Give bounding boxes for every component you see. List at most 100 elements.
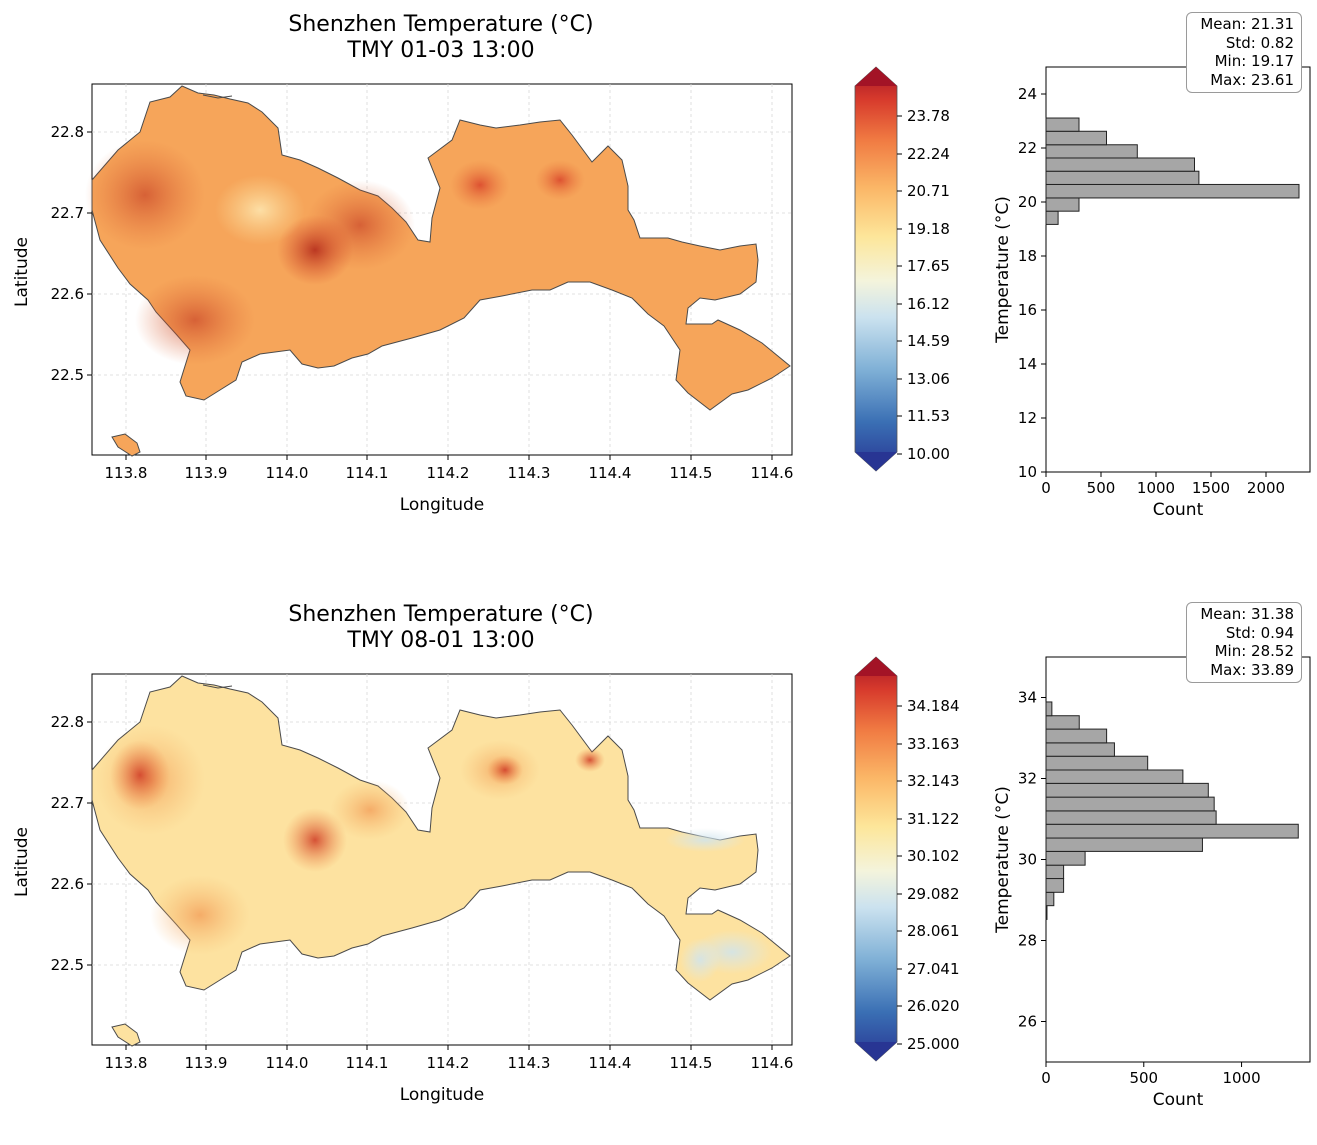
subtitle-line: TMY 08-01 13:00 <box>347 628 535 653</box>
panel-aug: Shenzhen Temperature (°C) TMY 08-01 13:0… <box>0 590 1317 1145</box>
y-tick-label: 22.6 <box>51 875 84 893</box>
histogram-y-tick-label: 18 <box>1018 247 1037 265</box>
title-line: Shenzhen Temperature (°C) <box>288 12 594 37</box>
stat-std: Std: 0.82 <box>1225 33 1294 52</box>
histogram-axes <box>1045 66 1311 473</box>
colorbar-tick-label: 22.24 <box>907 145 950 163</box>
x-tick-label: 114.0 <box>266 1054 309 1072</box>
x-tick-label: 114.1 <box>346 1054 389 1072</box>
colorbar-tick-label: 14.59 <box>907 332 950 350</box>
map-ylabel: Latitude <box>12 827 32 897</box>
histogram-x-tick-label: 1000 <box>1222 1069 1260 1087</box>
colorbar-tick-label: 23.78 <box>907 107 950 125</box>
colorbar-tick-label: 13.06 <box>907 370 950 388</box>
histogram-bar <box>1045 210 1059 225</box>
x-tick-label: 114.6 <box>751 1054 794 1072</box>
histogram-bar <box>1045 850 1086 866</box>
colorbar-tick-label: 29.082 <box>907 885 960 903</box>
x-tick-label: 114.5 <box>670 464 713 482</box>
histogram-y-tick-label: 24 <box>1018 85 1037 103</box>
x-tick-label: 113.8 <box>105 1054 148 1072</box>
colorbar-tick-label: 26.020 <box>907 997 960 1015</box>
x-tick-label: 114.5 <box>670 1054 713 1072</box>
histogram-bar <box>1045 810 1217 825</box>
x-tick-label: 114.2 <box>427 1054 470 1072</box>
title-line: Shenzhen Temperature (°C) <box>288 602 594 627</box>
histogram-ylabel: Temperature (°C) <box>993 196 1013 344</box>
stat-max: Max: 33.89 <box>1210 660 1294 679</box>
histogram-bar <box>1045 823 1299 839</box>
map-ticks <box>87 131 773 460</box>
histogram-bar <box>1045 905 1048 920</box>
subtitle-line: TMY 01-03 13:00 <box>347 38 535 63</box>
histogram-x-tick-label: 0 <box>1041 479 1051 497</box>
histogram: 26 28 30 32 34 0 500 1000 Count Temperature (°C) <box>993 656 1311 1110</box>
histogram-y-tick-label: 14 <box>1018 355 1037 373</box>
stat-max: Max: 23.61 <box>1210 70 1294 89</box>
histogram-bar <box>1045 878 1065 893</box>
colorbar-tick-label: 32.143 <box>907 772 960 790</box>
colorbar-tick-label: 31.122 <box>907 810 960 828</box>
colorbar-tick-label: 10.00 <box>907 445 950 463</box>
colorbar-tick-label: 20.71 <box>907 182 950 200</box>
x-tick-label: 113.8 <box>105 464 148 482</box>
histogram-bar <box>1045 864 1065 880</box>
histogram-bar <box>1045 755 1149 771</box>
map-xlabel: Longitude <box>400 1085 485 1105</box>
histogram-ylabel: Temperature (°C) <box>993 786 1013 934</box>
colorbar-tick-label: 17.65 <box>907 257 950 275</box>
panel-graphics: 113.8 113.9 114.0 114.1 114.2 114.3 114.… <box>12 66 1311 520</box>
histogram-y-tick-label: 22 <box>1018 139 1037 157</box>
stats-box: Mean: 31.38 Std: 0.94 Min: 28.52 Max: 33… <box>1186 602 1302 683</box>
y-tick-label: 22.7 <box>51 794 84 812</box>
map-ticks <box>87 721 773 1050</box>
histogram-xlabel: Count <box>1153 1090 1204 1110</box>
x-tick-label: 114.6 <box>751 464 794 482</box>
map-title: Shenzhen Temperature (°C) TMY 08-01 13:0… <box>231 602 651 654</box>
histogram-bar <box>1045 117 1080 132</box>
x-tick-label: 114.2 <box>427 464 470 482</box>
panel-jan: Shenzhen Temperature (°C) TMY 01-03 13:0… <box>0 0 1317 555</box>
colorbar <box>854 66 898 472</box>
colorbar-tick-label: 28.061 <box>907 922 960 940</box>
histogram-xlabel: Count <box>1153 500 1204 520</box>
histogram-bar <box>1045 837 1203 852</box>
x-tick-label: 113.9 <box>185 464 228 482</box>
histogram-bar <box>1045 796 1215 812</box>
histogram-x-tick-label: 0 <box>1041 1069 1051 1087</box>
map-xlabel: Longitude <box>400 495 485 515</box>
histogram-bar <box>1045 157 1195 172</box>
histogram-x-tick-label: 500 <box>1129 1069 1158 1087</box>
histogram-x-tick-label: 1000 <box>1137 479 1175 497</box>
x-tick-label: 114.4 <box>589 1054 632 1072</box>
histogram-bar <box>1045 715 1080 730</box>
stat-std: Std: 0.94 <box>1225 623 1294 642</box>
colorbar <box>854 656 898 1062</box>
histogram-y-tick-label: 34 <box>1018 689 1037 707</box>
stat-mean: Mean: 31.38 <box>1200 605 1294 623</box>
y-tick-label: 22.8 <box>51 713 84 731</box>
y-tick-label: 22.7 <box>51 204 84 222</box>
panel-graphics: 113.8 113.9 114.0 114.1 114.2 114.3 114.… <box>12 656 1311 1110</box>
x-tick-label: 114.3 <box>508 464 551 482</box>
map-title: Shenzhen Temperature (°C) TMY 01-03 13:0… <box>231 12 651 64</box>
histogram-bar <box>1045 130 1107 146</box>
histogram-bar <box>1045 782 1209 798</box>
histogram-bar <box>1045 742 1115 757</box>
colorbar-tick-label: 16.12 <box>907 295 950 313</box>
colorbar-tick-label: 34.184 <box>907 697 960 715</box>
colorbar-tick-label: 27.041 <box>907 960 960 978</box>
histogram-y-tick-label: 20 <box>1018 193 1037 211</box>
histogram-bar <box>1045 701 1053 717</box>
x-tick-label: 114.0 <box>266 464 309 482</box>
colorbar-tick-label: 11.53 <box>907 407 950 425</box>
histogram-y-tick-label: 26 <box>1018 1013 1037 1031</box>
stat-mean: Mean: 21.31 <box>1200 15 1294 33</box>
x-tick-label: 114.3 <box>508 1054 551 1072</box>
colorbar-tick-label: 25.000 <box>907 1035 960 1053</box>
histogram-bar <box>1045 170 1200 185</box>
y-tick-label: 22.8 <box>51 123 84 141</box>
histogram-bar <box>1045 144 1138 159</box>
temperature-map <box>91 675 791 1047</box>
histogram-y-tick-label: 12 <box>1018 409 1037 427</box>
